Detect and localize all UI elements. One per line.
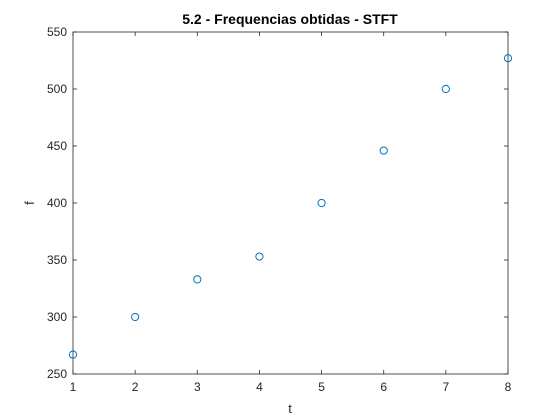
plot-area xyxy=(72,31,509,375)
x-tick-label: 2 xyxy=(132,380,139,394)
y-axis-label: f xyxy=(22,201,37,205)
x-tick-label: 8 xyxy=(505,380,512,394)
x-tick-label: 6 xyxy=(380,380,387,394)
x-tick-label: 1 xyxy=(70,380,77,394)
data-points xyxy=(68,54,513,359)
x-axis-label: t xyxy=(288,401,292,416)
data-point xyxy=(441,84,450,94)
axis-ticks: 1 2 3 4 5 6 7 8 250 300 350 400 450 500 550 xyxy=(47,25,512,394)
y-tick-label: 500 xyxy=(47,82,67,96)
chart-title: 5.2 - Frequencias obtidas - STFT xyxy=(182,11,398,27)
data-point xyxy=(503,54,513,63)
x-tick-label: 7 xyxy=(443,380,450,394)
data-point xyxy=(193,275,202,284)
x-tick-label: 3 xyxy=(194,380,201,394)
data-point xyxy=(131,312,140,322)
y-tick-label: 250 xyxy=(47,367,67,381)
y-tick-label: 350 xyxy=(47,253,67,267)
x-tick-label: 4 xyxy=(256,380,263,394)
y-tick-label: 550 xyxy=(47,25,67,39)
data-point xyxy=(255,252,264,261)
y-tick-label: 300 xyxy=(47,310,67,324)
y-tick-label: 400 xyxy=(47,196,67,210)
data-point xyxy=(317,198,326,208)
data-point xyxy=(379,146,388,155)
y-tick-label: 450 xyxy=(47,139,67,153)
data-point xyxy=(68,350,78,359)
x-tick-label: 5 xyxy=(318,380,325,394)
